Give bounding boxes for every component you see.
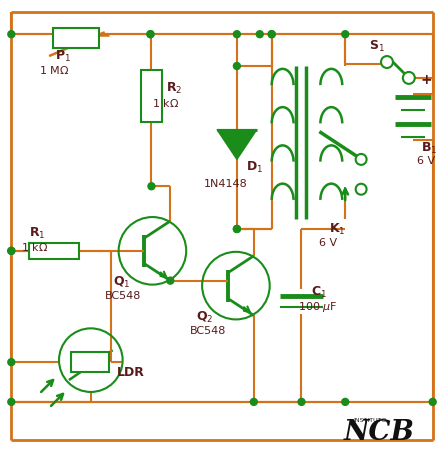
Circle shape xyxy=(268,31,275,38)
Circle shape xyxy=(8,359,15,366)
Text: Q$_2$: Q$_2$ xyxy=(196,309,214,325)
Circle shape xyxy=(8,398,15,405)
Text: 100 $\mu$F: 100 $\mu$F xyxy=(297,300,337,314)
Circle shape xyxy=(250,398,257,405)
Text: Q$_1$: Q$_1$ xyxy=(113,275,130,290)
Text: C$_1$: C$_1$ xyxy=(311,285,328,299)
Text: K$_1$: K$_1$ xyxy=(329,222,346,237)
Circle shape xyxy=(8,247,15,254)
FancyBboxPatch shape xyxy=(71,352,109,372)
Text: 6 V: 6 V xyxy=(319,238,337,248)
Text: R$_1$: R$_1$ xyxy=(29,226,46,241)
Text: S$_1$: S$_1$ xyxy=(369,39,385,54)
Circle shape xyxy=(268,31,275,38)
Text: 1 k$\Omega$: 1 k$\Omega$ xyxy=(21,241,48,253)
Circle shape xyxy=(234,63,240,69)
Text: D$_1$: D$_1$ xyxy=(246,161,263,175)
Text: R$_2$: R$_2$ xyxy=(166,81,183,96)
Circle shape xyxy=(234,226,240,232)
Text: 1N4148: 1N4148 xyxy=(204,179,248,189)
Polygon shape xyxy=(217,129,257,159)
Circle shape xyxy=(148,183,155,190)
Circle shape xyxy=(8,31,15,38)
Text: BC548: BC548 xyxy=(190,327,226,336)
Text: INSTITUTO: INSTITUTO xyxy=(353,418,387,423)
Text: BC548: BC548 xyxy=(105,290,141,300)
Text: P$_1$: P$_1$ xyxy=(55,49,71,64)
Text: LDR: LDR xyxy=(117,366,145,379)
Circle shape xyxy=(147,31,154,38)
Circle shape xyxy=(342,398,349,405)
FancyBboxPatch shape xyxy=(53,28,99,48)
FancyBboxPatch shape xyxy=(29,243,79,259)
Circle shape xyxy=(167,277,174,284)
Text: B$_1$: B$_1$ xyxy=(421,140,437,156)
Text: 1 M$\Omega$: 1 M$\Omega$ xyxy=(39,64,69,76)
Circle shape xyxy=(234,31,240,38)
FancyBboxPatch shape xyxy=(140,70,163,122)
Circle shape xyxy=(429,398,436,405)
Circle shape xyxy=(256,31,263,38)
Circle shape xyxy=(298,398,305,405)
Circle shape xyxy=(8,247,15,254)
Circle shape xyxy=(342,31,349,38)
Text: NCB: NCB xyxy=(343,419,414,446)
Text: 1 k$\Omega$: 1 k$\Omega$ xyxy=(152,97,179,109)
Circle shape xyxy=(234,226,240,232)
Text: +: + xyxy=(421,73,432,87)
Circle shape xyxy=(147,31,154,38)
Text: 6 V: 6 V xyxy=(417,156,435,166)
